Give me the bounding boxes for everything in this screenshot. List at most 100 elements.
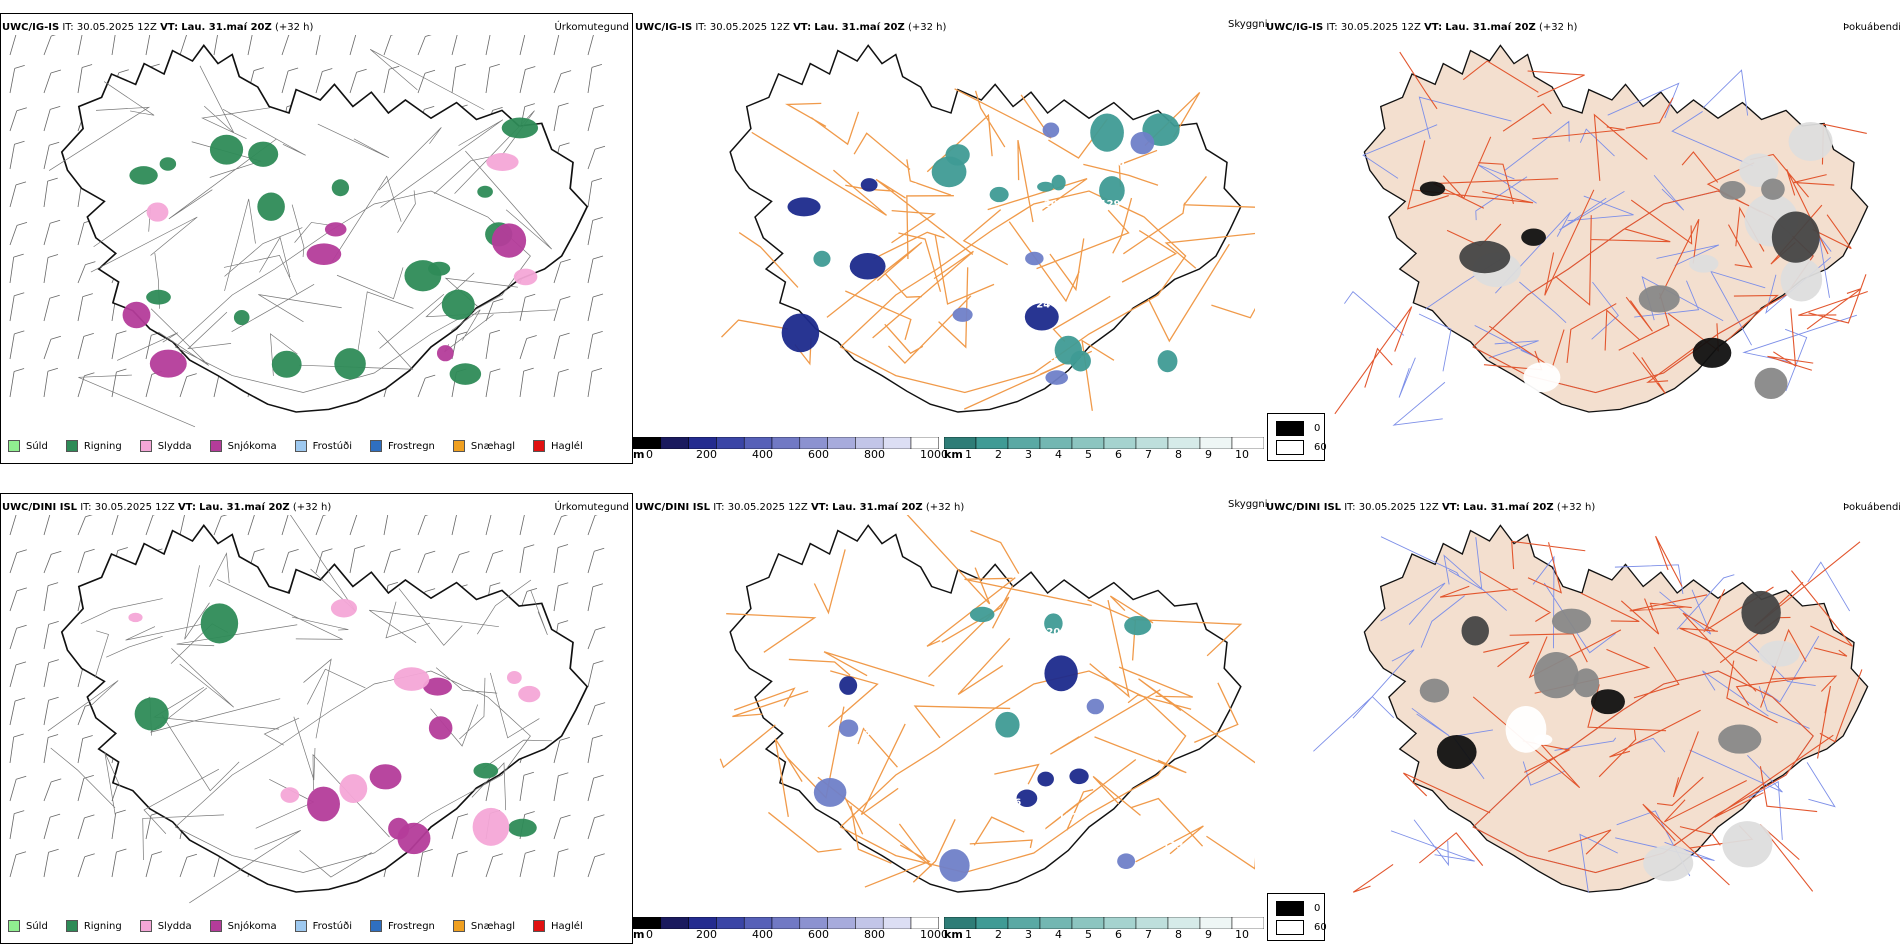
lead-time: (+32 h): [292, 502, 332, 513]
wind-barb: [145, 815, 152, 840]
init-time: 30.05.2025 12Z: [1358, 502, 1439, 513]
colorbar-tick: 3: [1025, 928, 1032, 941]
wind-barb-flag: [221, 515, 228, 517]
data-area: [146, 202, 169, 222]
data-area: [1505, 705, 1547, 753]
wind-barb: [77, 706, 86, 726]
data-area: [1741, 590, 1781, 635]
cloud-base-label: 67: [838, 365, 852, 376]
wind-barb: [179, 376, 188, 398]
cloud-base-label: 99: [998, 367, 1012, 378]
wind-barb: [9, 628, 17, 650]
wind-barb-flag: [84, 548, 95, 553]
legend-item: Slydda: [139, 920, 192, 932]
wind-barb-flag: [425, 374, 436, 379]
wind-barb-flag: [48, 696, 59, 701]
init-time: 30.05.2025 12Z: [76, 22, 157, 33]
wind-barb: [281, 515, 289, 536]
fog-header: UWC/IG-IS IT: 30.05.2025 12Z VT: Lau. 31…: [1266, 22, 1577, 33]
colorbar-cell: [1231, 917, 1264, 929]
wind-barb: [145, 854, 153, 878]
legend-label: Rigning: [83, 440, 122, 452]
data-area: [1045, 370, 1069, 385]
wind-barb-flag: [322, 548, 333, 553]
data-area: [307, 786, 340, 822]
colorbar-cell: [1007, 917, 1041, 929]
legend-item: Snæhagl: [452, 440, 515, 452]
colorbar-tick: 10: [1235, 448, 1249, 461]
wind-barb: [451, 67, 457, 94]
wind-barb: [9, 736, 15, 764]
wind-barb: [519, 515, 525, 536]
data-area: [1719, 180, 1746, 200]
wind-barb: [587, 515, 596, 536]
cloud-base-label: 86: [1150, 156, 1164, 167]
wind-barb-flag: [560, 296, 571, 300]
vt-label: VT:: [810, 502, 829, 513]
precip-legend: Súld Rigning Slydda Snjókoma Frostúði Frostre…: [8, 920, 597, 932]
colorbar-cell: [660, 917, 689, 929]
valid-time: Lau. 31.maí 20Z: [199, 502, 290, 513]
cloud-base-label: 101: [1101, 155, 1122, 166]
wind-barb-flag: [592, 331, 603, 335]
cloud-base-label: 82: [871, 651, 885, 662]
data-area: [1758, 640, 1800, 667]
wind-barb: [349, 35, 357, 56]
data-area: [813, 777, 847, 807]
wind-barb-flag: [85, 261, 96, 265]
it-label: IT:: [62, 22, 74, 33]
legend-item: Haglél: [533, 920, 583, 932]
wind-barb: [451, 816, 459, 840]
wind-barb: [43, 298, 51, 322]
wind-barb-flag: [490, 582, 501, 587]
wind-barb: [179, 35, 187, 56]
data-area: [271, 350, 302, 378]
wind-barb-flag: [115, 809, 126, 814]
cloud-base-label: 79: [851, 317, 865, 328]
wind-barb-flag: [492, 550, 504, 554]
data-area: [1643, 845, 1694, 882]
colorbar-tick: 400: [752, 448, 773, 461]
wind-barb: [43, 816, 51, 840]
wind-barb: [417, 73, 426, 94]
wind-barb-flag: [559, 737, 570, 741]
data-area: [491, 223, 527, 258]
data-area: [472, 807, 510, 846]
valid-time: Lau. 31.maí 20Z: [181, 22, 272, 33]
wind-barb-flag: [523, 771, 535, 776]
wind-barb-flag: [492, 107, 503, 111]
data-area: [1157, 350, 1178, 373]
wind-barb: [485, 301, 494, 322]
wind-barb: [77, 516, 86, 536]
wind-barb: [417, 377, 426, 398]
cloud-base-label: 20: [1044, 199, 1058, 210]
wind-barb-flag: [81, 64, 93, 68]
cloud-base-labels: 56 10 86 205 129 99 101 97 85 79 121 20 67 81 98 50 76 24: [821, 155, 1164, 394]
wind-barb-flag: [50, 335, 62, 340]
legend-swatch: [65, 440, 78, 452]
wind-barb: [43, 700, 49, 726]
data-area: [501, 117, 539, 139]
wind-barb-flag: [16, 107, 27, 112]
wind-barb: [281, 35, 290, 56]
data-area: [334, 348, 366, 380]
it-label: IT:: [1344, 502, 1356, 513]
wind-barb-flag: [85, 515, 93, 518]
legend-swatch: [452, 440, 465, 452]
wind-barb-flag: [390, 548, 401, 553]
fog-scale-max: 60: [1314, 922, 1327, 933]
init-time: 30.05.2025 12Z: [709, 22, 790, 33]
wind-barb-flag: [593, 660, 604, 665]
wind-barb: [9, 144, 15, 170]
init-time: 30.05.2025 12Z: [94, 502, 175, 513]
wind-barb-flag: [422, 849, 433, 853]
legend-item: Frostregn: [370, 440, 435, 452]
wind-barb: [485, 333, 491, 360]
colorbar-cell: [1167, 437, 1201, 449]
lead-time: (+32 h): [1538, 22, 1578, 33]
wind-barb: [77, 222, 85, 246]
wind-barb-flag: [558, 368, 569, 373]
wind-barb: [9, 110, 18, 132]
wind-barb-flag: [254, 548, 265, 553]
wind-barb-flag: [591, 64, 603, 68]
